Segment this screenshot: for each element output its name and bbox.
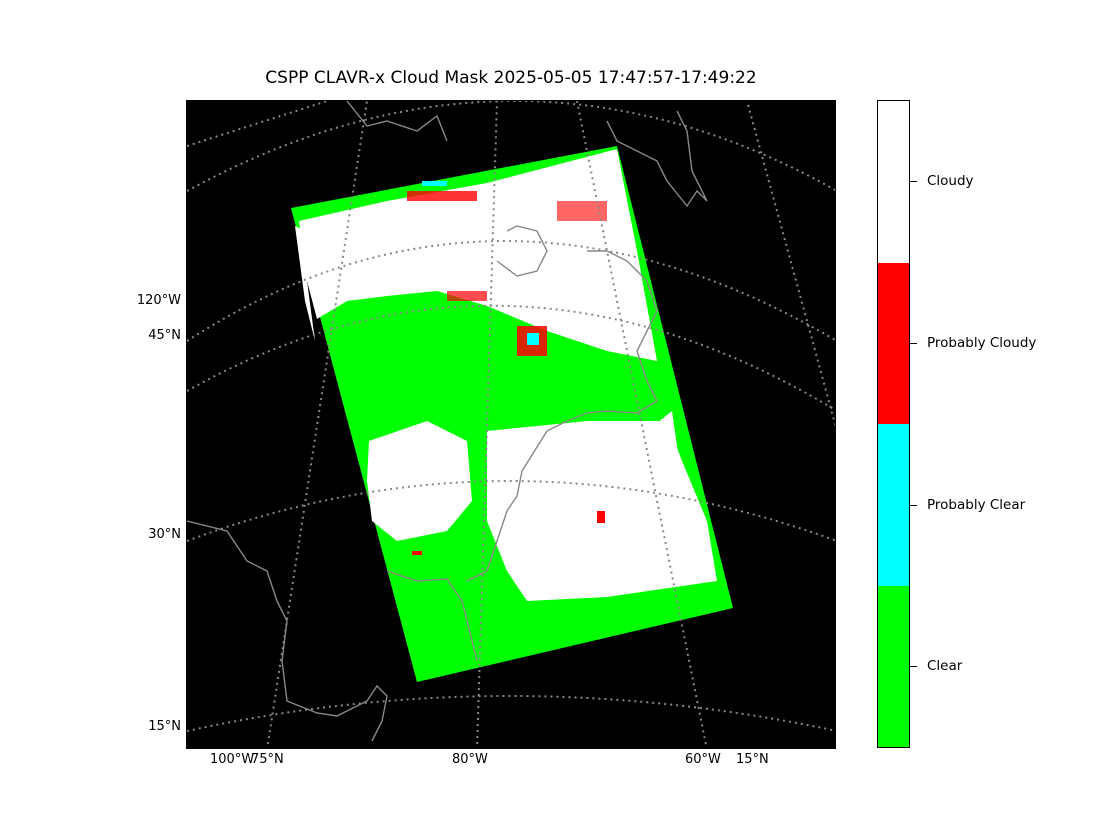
colorbar-label-probably-clear: Probably Clear	[927, 497, 1026, 513]
colorbar	[877, 100, 910, 748]
colorbar-label-clear: Clear	[927, 658, 963, 674]
colorbar-tick-probably-cloudy	[910, 343, 917, 344]
lat-label-15n: 15°N	[148, 719, 181, 734]
colorbar-label-cloudy: Cloudy	[927, 173, 974, 189]
speckles	[407, 181, 607, 555]
cloud-west	[295, 226, 397, 341]
lon-label-80w: 80°W	[452, 752, 488, 767]
cloud-southwest	[367, 421, 472, 541]
colorbar-tick-probably-clear	[910, 505, 917, 506]
lat-label-120w: 120°W	[136, 293, 181, 308]
lon-label-100w: 100°W	[210, 752, 255, 767]
lat-label-30n: 30°N	[148, 527, 181, 542]
lon-label-60w: 60°W	[685, 752, 721, 767]
colorbar-probably-clear	[878, 424, 909, 586]
map-panel[interactable]	[186, 100, 836, 749]
colorbar-probably-cloudy	[878, 262, 909, 424]
graticule	[187, 101, 835, 748]
map-title: CSPP CLAVR-x Cloud Mask 2025-05-05 17:47…	[265, 68, 757, 88]
colorbar-tick-clear	[910, 666, 917, 667]
lon-label-75n: 75°N	[251, 752, 284, 767]
lat-label-45n: 45°N	[148, 328, 181, 343]
map-canvas	[187, 101, 835, 748]
colorbar-cloudy	[878, 101, 909, 263]
colorbar-clear	[878, 585, 909, 747]
colorbar-label-probably-cloudy: Probably Cloudy	[927, 335, 1037, 351]
colorbar-tick-cloudy	[910, 181, 917, 182]
coastlines	[187, 101, 708, 742]
lon-label-15n-right: 15°N	[736, 752, 769, 767]
